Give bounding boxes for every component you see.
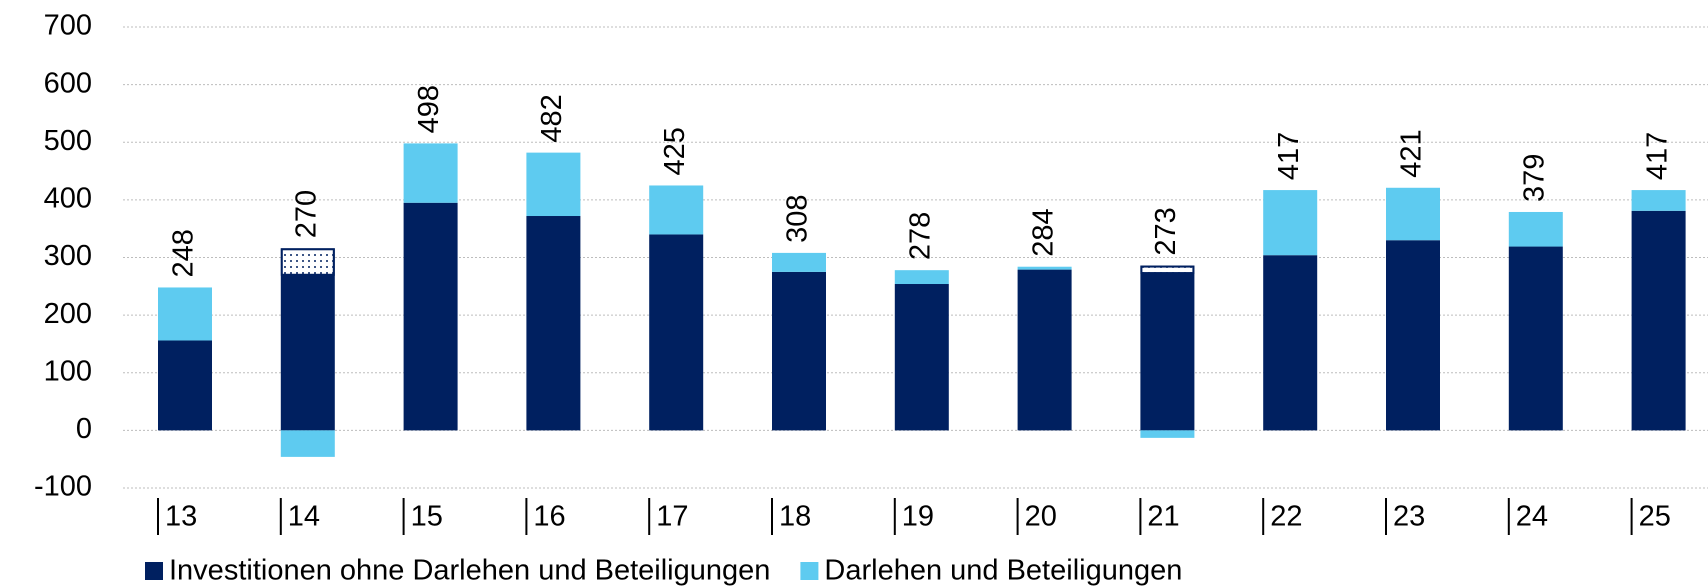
x-tick-label: 22 [1270,501,1302,533]
x-tick-label: 23 [1393,501,1425,533]
total-label: 421 [1396,129,1428,177]
bar-segment [1263,190,1318,256]
x-tick-label: 18 [779,501,811,533]
legend-label: Darlehen und Beteiligungen [824,555,1182,587]
x-tick-label: 14 [288,501,320,533]
bar-segment [1631,210,1686,431]
total-label: 284 [1027,208,1059,256]
total-label: 417 [1273,132,1305,180]
bar-segment [403,202,458,431]
bar-segment [1140,265,1195,431]
bar-segment [772,271,826,431]
x-tick-label: 25 [1639,501,1671,533]
y-tick-label: 500 [44,125,92,157]
x-tick-label: 24 [1516,501,1548,533]
legend-label: Investitionen ohne Darlehen und Beteilig… [169,555,770,587]
bar-segment [403,143,458,203]
y-tick-label: 300 [44,240,92,272]
bar-segment [280,430,335,457]
bar-segment [894,284,949,431]
bar-segment [1017,269,1072,431]
bar-segment [158,287,212,341]
bar-segment [1263,255,1318,431]
bar-segment [649,234,704,431]
total-label: 482 [536,94,568,142]
x-tick-label: 17 [656,501,688,533]
x-tick-label: 15 [411,501,443,533]
y-tick-label: 200 [44,298,92,330]
total-label: 278 [904,212,936,260]
bar-segment [1386,240,1440,431]
total-label: 498 [413,85,445,133]
total-label: 273 [1150,207,1182,255]
y-tick-label: 100 [44,355,92,387]
bar-segment [280,248,335,431]
total-label: 425 [659,127,691,175]
bar-segment [1631,190,1686,211]
total-label: 308 [782,194,814,242]
total-label: 248 [168,229,200,277]
total-label: 417 [1641,132,1673,180]
x-tick-label: 19 [902,501,934,533]
offset-hatch [280,248,335,276]
x-tick-label: 21 [1147,501,1179,533]
bar-segment [1508,246,1563,431]
legend-swatch [800,562,819,580]
bar-segment [1508,211,1563,247]
y-tick-label: 700 [44,10,92,42]
bar-segment [526,152,581,217]
y-tick-label: -100 [34,471,92,503]
bar-segment [1386,187,1440,241]
total-label: 379 [1518,154,1550,202]
bar-segment [158,340,212,431]
legend-swatch [145,562,163,580]
x-tick-label: 16 [533,501,565,533]
x-tick-label: 13 [165,501,197,533]
x-tick-label: 20 [1025,501,1057,533]
total-label: 270 [290,190,322,238]
bar-segment [1140,430,1195,438]
y-tick-label: 400 [44,183,92,215]
bar-segment [894,270,949,285]
offset-hatch [1140,265,1195,275]
bar-segment [526,216,581,431]
bar-segment [772,252,826,272]
y-tick-label: 0 [76,413,92,445]
bar-segment [1017,266,1072,270]
bar-segment [649,185,704,235]
y-tick-label: 600 [44,67,92,99]
